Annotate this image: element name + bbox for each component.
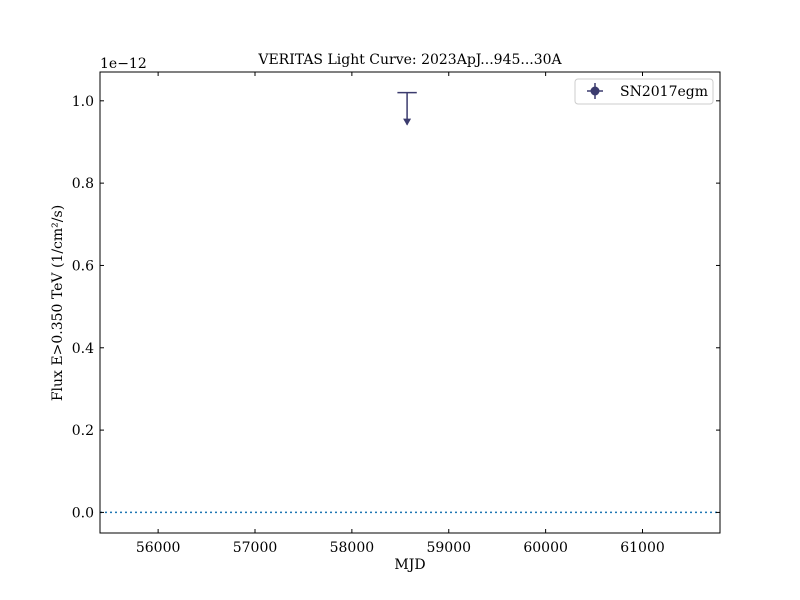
legend-point (590, 86, 600, 96)
x-tick-label: 57000 (233, 540, 278, 556)
y-tick-label: 0.6 (72, 258, 94, 274)
legend-box (574, 78, 714, 105)
axes-frame (99, 71, 721, 534)
legend-marker (587, 83, 603, 99)
chart-title: VERITAS Light Curve: 2023ApJ...945...30A (257, 52, 562, 68)
x-tick-label: 56000 (136, 540, 181, 556)
x-axis-label: MJD (394, 557, 425, 573)
y-tick-label: 0.0 (72, 505, 94, 521)
y-axis-label: Flux E>0.350 TeV (1/cm²/s) (50, 205, 66, 401)
y-offset-text: 1e−12 (100, 56, 147, 72)
x-tick-label: 58000 (330, 540, 375, 556)
y-tick-label: 0.8 (72, 176, 94, 192)
plot-area: 56000 57000 58000 59000 60000 61000 0.0 0.2 0.4 0… (72, 72, 720, 556)
y-tick-label: 1.0 (72, 94, 94, 110)
x-tick-label: 61000 (620, 540, 665, 556)
legend: SN2017egm (574, 78, 714, 105)
y-tick-label: 0.4 (72, 341, 94, 357)
x-tick-label: 59000 (426, 540, 471, 556)
upper-limit-arrow (403, 118, 412, 126)
y-tick-label: 0.2 (72, 423, 94, 439)
legend-label: SN2017egm (620, 84, 708, 100)
x-tick-label: 60000 (523, 540, 568, 556)
